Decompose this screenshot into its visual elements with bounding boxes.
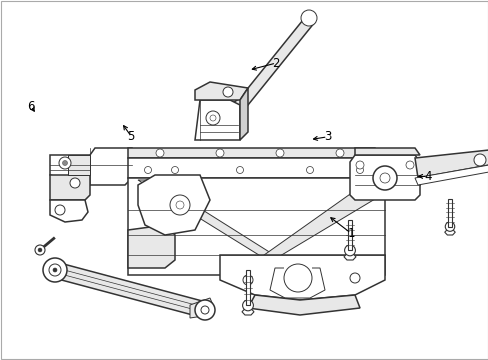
Circle shape [379, 173, 389, 183]
Polygon shape [128, 158, 384, 178]
Circle shape [170, 195, 190, 215]
Circle shape [144, 166, 151, 174]
Polygon shape [50, 200, 88, 222]
Polygon shape [284, 265, 311, 278]
Polygon shape [68, 155, 90, 175]
Circle shape [171, 166, 178, 174]
Text: 5: 5 [127, 130, 135, 143]
Circle shape [236, 166, 243, 174]
Text: 4: 4 [423, 170, 431, 183]
Circle shape [349, 273, 359, 283]
Polygon shape [269, 268, 325, 298]
Polygon shape [247, 295, 359, 315]
Circle shape [38, 248, 42, 252]
Polygon shape [354, 148, 419, 155]
Polygon shape [349, 155, 419, 200]
Circle shape [344, 245, 355, 256]
Circle shape [306, 166, 313, 174]
Circle shape [223, 87, 232, 97]
Polygon shape [53, 262, 206, 318]
Circle shape [445, 222, 454, 231]
Circle shape [156, 149, 163, 157]
Polygon shape [220, 255, 384, 300]
Circle shape [356, 166, 363, 174]
Polygon shape [195, 100, 240, 140]
Polygon shape [128, 148, 384, 158]
Polygon shape [195, 82, 247, 100]
Polygon shape [128, 225, 175, 268]
Circle shape [209, 115, 216, 121]
Bar [245, 270, 249, 305]
Polygon shape [138, 180, 289, 265]
Text: 2: 2 [272, 57, 280, 69]
Polygon shape [414, 150, 488, 178]
Bar [347, 220, 351, 251]
Circle shape [205, 111, 220, 125]
Circle shape [201, 306, 208, 314]
Circle shape [242, 300, 253, 311]
Text: 1: 1 [346, 227, 354, 240]
Circle shape [355, 161, 363, 169]
Circle shape [405, 161, 413, 169]
Circle shape [49, 264, 61, 276]
Polygon shape [128, 178, 384, 275]
Text: 3: 3 [323, 130, 331, 143]
Polygon shape [50, 148, 132, 185]
Polygon shape [240, 88, 247, 140]
Polygon shape [249, 180, 384, 265]
Polygon shape [444, 229, 454, 235]
Polygon shape [50, 175, 90, 200]
Circle shape [243, 275, 252, 285]
Circle shape [59, 157, 71, 169]
Circle shape [216, 149, 224, 157]
Circle shape [335, 149, 343, 157]
Circle shape [62, 161, 67, 166]
Circle shape [195, 300, 215, 320]
Polygon shape [343, 253, 355, 260]
Circle shape [473, 154, 485, 166]
Polygon shape [414, 165, 488, 185]
Polygon shape [138, 175, 209, 235]
Polygon shape [190, 298, 213, 318]
Circle shape [53, 268, 57, 272]
Circle shape [35, 245, 45, 255]
Circle shape [301, 10, 316, 26]
Circle shape [275, 149, 284, 157]
Circle shape [43, 258, 67, 282]
Circle shape [176, 201, 183, 209]
Polygon shape [209, 15, 314, 115]
Text: 6: 6 [27, 100, 35, 113]
Polygon shape [242, 309, 253, 315]
Circle shape [284, 264, 311, 292]
Circle shape [372, 166, 396, 190]
Circle shape [55, 205, 65, 215]
Bar [447, 199, 451, 226]
Circle shape [70, 178, 80, 188]
